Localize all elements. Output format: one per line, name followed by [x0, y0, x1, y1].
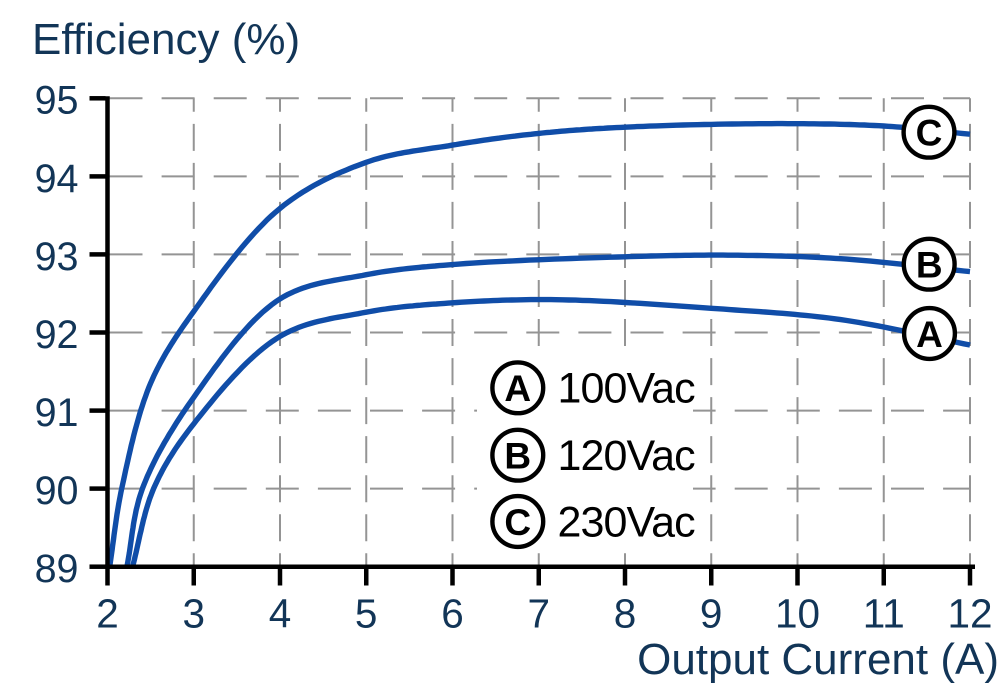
svg-text:94: 94: [35, 157, 79, 201]
svg-text:100Vac: 100Vac: [558, 365, 696, 413]
svg-text:A: A: [504, 368, 531, 409]
svg-text:91: 91: [35, 391, 79, 435]
svg-text:8: 8: [614, 591, 637, 637]
svg-text:10: 10: [775, 591, 820, 637]
svg-text:4: 4: [269, 591, 292, 637]
svg-text:A: A: [916, 314, 943, 355]
svg-text:C: C: [504, 502, 531, 543]
svg-text:92: 92: [35, 313, 79, 357]
svg-text:Efficiency (%): Efficiency (%): [32, 15, 300, 64]
svg-text:230Vac: 230Vac: [558, 498, 696, 546]
svg-text:2: 2: [96, 591, 119, 637]
svg-text:12: 12: [947, 591, 992, 637]
svg-text:95: 95: [35, 79, 79, 123]
svg-text:B: B: [916, 245, 943, 286]
svg-text:Output Current (A): Output Current (A): [637, 635, 999, 684]
svg-text:3: 3: [183, 591, 206, 637]
svg-text:B: B: [504, 436, 531, 477]
svg-text:89: 89: [35, 547, 79, 591]
svg-text:9: 9: [700, 591, 723, 637]
svg-text:11: 11: [863, 591, 905, 637]
svg-text:C: C: [916, 113, 943, 154]
svg-text:93: 93: [35, 235, 79, 279]
svg-text:6: 6: [441, 591, 464, 637]
svg-text:7: 7: [528, 591, 551, 637]
svg-text:120Vac: 120Vac: [558, 432, 696, 480]
svg-text:5: 5: [355, 591, 378, 637]
svg-text:90: 90: [35, 469, 79, 513]
